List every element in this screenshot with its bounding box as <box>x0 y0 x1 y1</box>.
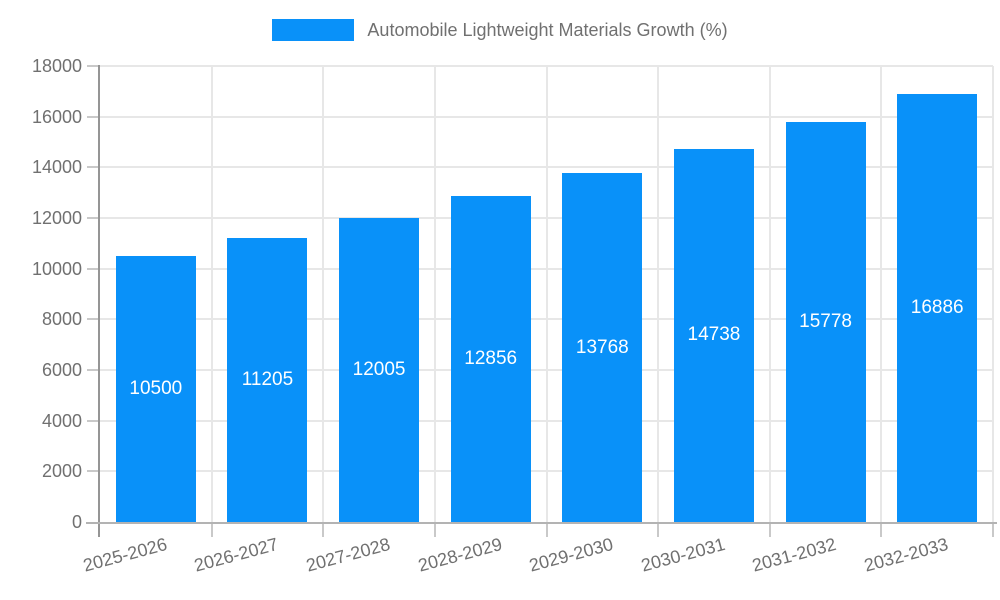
y-tick-label: 10000 <box>31 258 82 279</box>
bar[interactable]: 12005 <box>339 217 420 522</box>
bar-value-label: 12856 <box>464 348 518 370</box>
legend-label: Automobile Lightweight Materials Growth … <box>367 19 728 40</box>
y-axis-tick <box>87 419 100 422</box>
bar-value-label: 16886 <box>910 297 964 319</box>
bar[interactable]: 14738 <box>673 148 754 522</box>
x-axis-tick <box>768 522 771 537</box>
y-axis-tick <box>87 166 100 169</box>
x-tick-label: 2027-2028 <box>303 534 393 576</box>
x-axis-tick <box>210 522 213 537</box>
v-gridline <box>210 66 213 522</box>
y-tick-label: 2000 <box>41 461 82 482</box>
y-tick-label: 16000 <box>31 106 82 127</box>
x-axis-tick <box>433 522 436 537</box>
x-axis-tick <box>992 522 994 537</box>
y-tick-label: 8000 <box>41 309 82 330</box>
bar[interactable]: 12856 <box>450 196 531 522</box>
bar[interactable]: 16886 <box>897 94 978 522</box>
y-tick-label: 4000 <box>41 410 82 431</box>
bar-value-label: 10500 <box>129 378 183 399</box>
v-gridline <box>880 66 883 522</box>
bar[interactable]: 10500 <box>115 256 196 522</box>
y-tick-label: 0 <box>71 512 82 532</box>
bar[interactable]: 15778 <box>785 122 866 522</box>
x-axis-tick <box>322 522 325 537</box>
x-tick-label: 2028-2029 <box>415 534 504 576</box>
x-tick-label: 2029-2030 <box>527 534 616 576</box>
legend-item[interactable]: Automobile Lightweight Materials Growth … <box>0 19 1000 41</box>
bar-value-label: 11205 <box>241 369 294 391</box>
y-tick-label: 18000 <box>31 56 82 76</box>
v-gridline <box>992 66 994 522</box>
x-axis-tick <box>657 522 660 537</box>
bar-value-label: 12005 <box>352 358 406 380</box>
y-tick-label: 6000 <box>41 360 82 380</box>
x-tick-label: 2031-2032 <box>750 534 839 576</box>
bar[interactable]: 11205 <box>227 238 308 522</box>
v-gridline <box>657 66 660 522</box>
y-axis-tick <box>87 65 100 67</box>
v-gridline <box>768 66 771 522</box>
y-axis-tick <box>87 115 100 118</box>
y-axis-tick <box>87 470 100 473</box>
bar-value-label: 14738 <box>687 324 741 346</box>
y-tick-label: 12000 <box>31 208 82 228</box>
y-axis-tick <box>87 267 100 270</box>
y-axis-tick <box>87 369 100 371</box>
x-axis-tick <box>880 522 883 537</box>
bar-value-label: 15778 <box>799 311 852 333</box>
y-axis-tick <box>87 217 100 219</box>
x-tick-label: 2030-2031 <box>638 534 728 576</box>
bar-value-label: 13768 <box>575 336 629 358</box>
x-tick-label: 2032-2033 <box>862 534 951 576</box>
x-axis-line <box>86 522 997 524</box>
x-tick-label: 2025-2026 <box>80 534 169 576</box>
v-gridline <box>433 66 436 522</box>
bar[interactable]: 13768 <box>562 173 643 522</box>
x-tick-label: 2026-2027 <box>192 534 281 576</box>
legend-swatch <box>272 19 355 41</box>
y-axis-line <box>98 65 100 537</box>
y-axis-tick <box>87 318 100 321</box>
v-gridline <box>322 66 325 522</box>
y-tick-label: 14000 <box>31 157 82 178</box>
v-gridline <box>545 66 548 522</box>
x-axis-tick <box>545 522 548 537</box>
